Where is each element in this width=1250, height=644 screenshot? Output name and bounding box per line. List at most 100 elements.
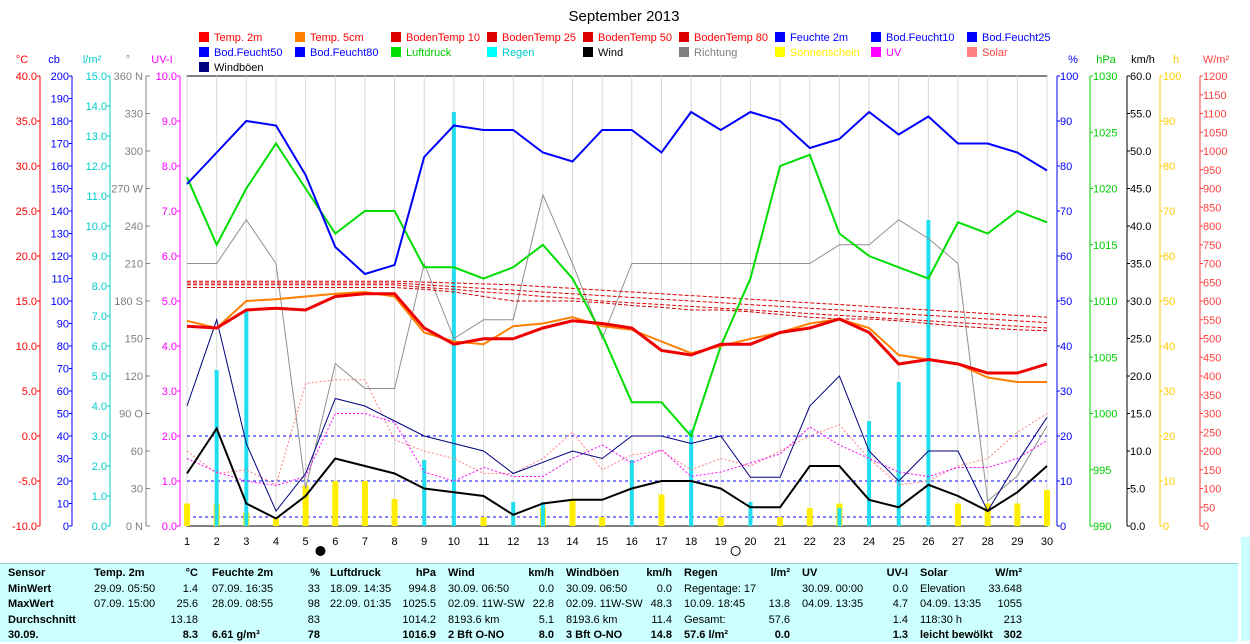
stats-cell-label: 07.09. 15:00 [94, 598, 156, 610]
stats-cell-value: 48.3 [650, 598, 672, 610]
axis-tick-label: 90 [1060, 116, 1072, 128]
stats-cell-label: 2 Bft O-NO [448, 629, 505, 641]
axis-tick-label: 750 [1203, 240, 1221, 252]
legend-swatch [679, 32, 689, 42]
legend-label: Bod.Feucht10 [886, 32, 955, 44]
stats-header: Solar W/m² [920, 566, 1022, 582]
rain-bar [540, 502, 545, 526]
axis-tick-label: 150 [1203, 465, 1221, 477]
legend-label: Temp. 5cm [310, 32, 364, 44]
legend-label: Bod.Feucht80 [310, 47, 379, 59]
stats-cell-value: 1016.9 [402, 629, 436, 641]
axis-tick-label: 7.0 [92, 311, 107, 323]
axis-tick-label: 20.0 [16, 251, 37, 263]
sunshine-bar [302, 485, 309, 526]
rain-bar [896, 382, 901, 526]
axis-tick-label: 55.0 [1130, 109, 1151, 121]
axis-tick-label: 150 [51, 184, 69, 196]
stats-cell-value: 1055 [997, 598, 1022, 610]
axis-tick-label: 40 [1163, 341, 1175, 353]
axis-tick-label: 160 [51, 161, 69, 173]
axis-unit-label: W/m² [1203, 54, 1230, 66]
chart-axes: °C -10.0 -5.0 0.0 5.0 10.0 15.0 20.0 25.0 30.0 35.… [12, 54, 1230, 533]
axis-tick-label: 850 [1203, 202, 1221, 214]
axis-tick-label: 15.0 [86, 71, 107, 83]
stats-column-wind: Wind km/h 30.09. 06:50 0.0 02.09. 11W-SW 22.8… [448, 566, 554, 644]
legend-label: Feuchte 2m [790, 32, 848, 44]
stats-row: 04.09. 13:35 1055 [920, 597, 1022, 613]
stats-cell-value: 0.0 [892, 582, 908, 595]
axis-tick-label: 0.0 [22, 431, 37, 443]
sunshine-bar [717, 517, 724, 526]
stats-cell-value: 1.3 [892, 629, 908, 641]
axis-tick-label: 15.0 [1130, 409, 1151, 421]
x-tick-label: 10 [448, 536, 460, 548]
axis-tick-label: 100 [1060, 71, 1078, 83]
sunshine-bar [806, 508, 813, 526]
series-line-temp-2m [186, 292, 1048, 375]
rain-bar [748, 502, 753, 526]
x-tick-label: 22 [804, 536, 816, 548]
axis-tick-label: 190 [51, 94, 69, 106]
axis-tick-label: 0 [1203, 521, 1209, 533]
x-tick-label: 4 [273, 536, 279, 548]
axis-tick-label: 10 [1163, 476, 1175, 488]
axis-tick-label: 10.0 [86, 221, 107, 233]
axis-tick-label: 1010 [1093, 296, 1117, 308]
axis-tick-label: 4.0 [162, 341, 177, 353]
stats-side-strip [1241, 537, 1250, 641]
x-tick-label: 14 [566, 536, 578, 548]
stats-cell-value: 83 [307, 613, 320, 626]
x-tick-label: 3 [243, 536, 249, 548]
axis-tick-label: 60 [1060, 251, 1072, 263]
stats-column-feuchte: Feuchte 2m% 07.09. 16:35 33 28.09. 08:55 98 8… [212, 566, 320, 644]
axis-tick-label: 60 [131, 446, 143, 458]
axis-tick-label: 40 [1060, 341, 1072, 353]
stats-row: Elevation 33.648 [920, 582, 1022, 598]
axis-tick-label: 300 [125, 146, 143, 158]
stats-row: 3 Bft O-NO 14.8 [566, 628, 672, 644]
sunshine-bar [658, 494, 665, 526]
axis-tick-label: 80 [57, 341, 69, 353]
stats-cell-label: 29.09. 05:50 [94, 582, 156, 595]
stats-cell-value: 4.7 [892, 598, 908, 610]
stats-cell-value: 11.4 [651, 613, 672, 626]
axis-tick-label: 80 [1060, 161, 1072, 173]
axis-tick-label: 550 [1203, 315, 1221, 327]
axis-unit-label: l/m² [83, 54, 102, 66]
stats-cell-value: 1025.5 [402, 598, 436, 610]
axis-tick-label: 100 [51, 296, 69, 308]
stats-row: 118:30 h 213 [920, 613, 1022, 629]
stats-row-label: MaxWert [8, 598, 54, 610]
series-line-bodentemp-25 [187, 284, 1048, 329]
legend-swatch [199, 32, 209, 42]
stats-row: 30.09. 06:50 0.0 [566, 582, 672, 598]
axis-tick-label: 90 O [119, 409, 143, 421]
stats-row-label: Durchschnitt [8, 613, 76, 626]
rain-bar [867, 421, 872, 526]
axis-tick-label: 9.0 [162, 116, 177, 128]
axis-tick-label: 350 [1203, 390, 1221, 402]
rain-bar [422, 460, 427, 526]
legend-swatch [775, 47, 785, 57]
legend-swatch [199, 62, 209, 72]
stats-row: 57.6 l/m² 0.0 [684, 628, 790, 644]
axis-tick-label: 5.0 [162, 296, 177, 308]
stats-row: 18.09. 14:35 994.8 [330, 582, 436, 598]
axis-tick-label: 70 [57, 364, 69, 376]
stats-column-solar: Solar W/m² Elevation 33.648 04.09. 13:35 1055… [920, 566, 1022, 644]
plot-area [184, 75, 1050, 527]
axis-tick-label: 950 [1203, 165, 1221, 177]
axis-tick-label: 1.0 [92, 491, 107, 503]
stats-cell-label: 8193.6 km [566, 613, 618, 626]
axis-tick-label: 10.0 [1130, 446, 1151, 458]
rain-bar [837, 508, 842, 526]
axis-tick-label: 200 [51, 71, 69, 83]
stats-cell-label: 04.09. 13:35 [920, 598, 982, 610]
axis-tick-label: 1025 [1093, 127, 1117, 139]
axis-tick-label: 170 [51, 139, 69, 151]
axis-tick-label: 70 [1163, 206, 1175, 218]
axis-tick-label: 250 [1203, 427, 1221, 439]
stats-cell-value: 98 [307, 598, 320, 610]
axis-tick-label: 7.0 [162, 206, 177, 218]
